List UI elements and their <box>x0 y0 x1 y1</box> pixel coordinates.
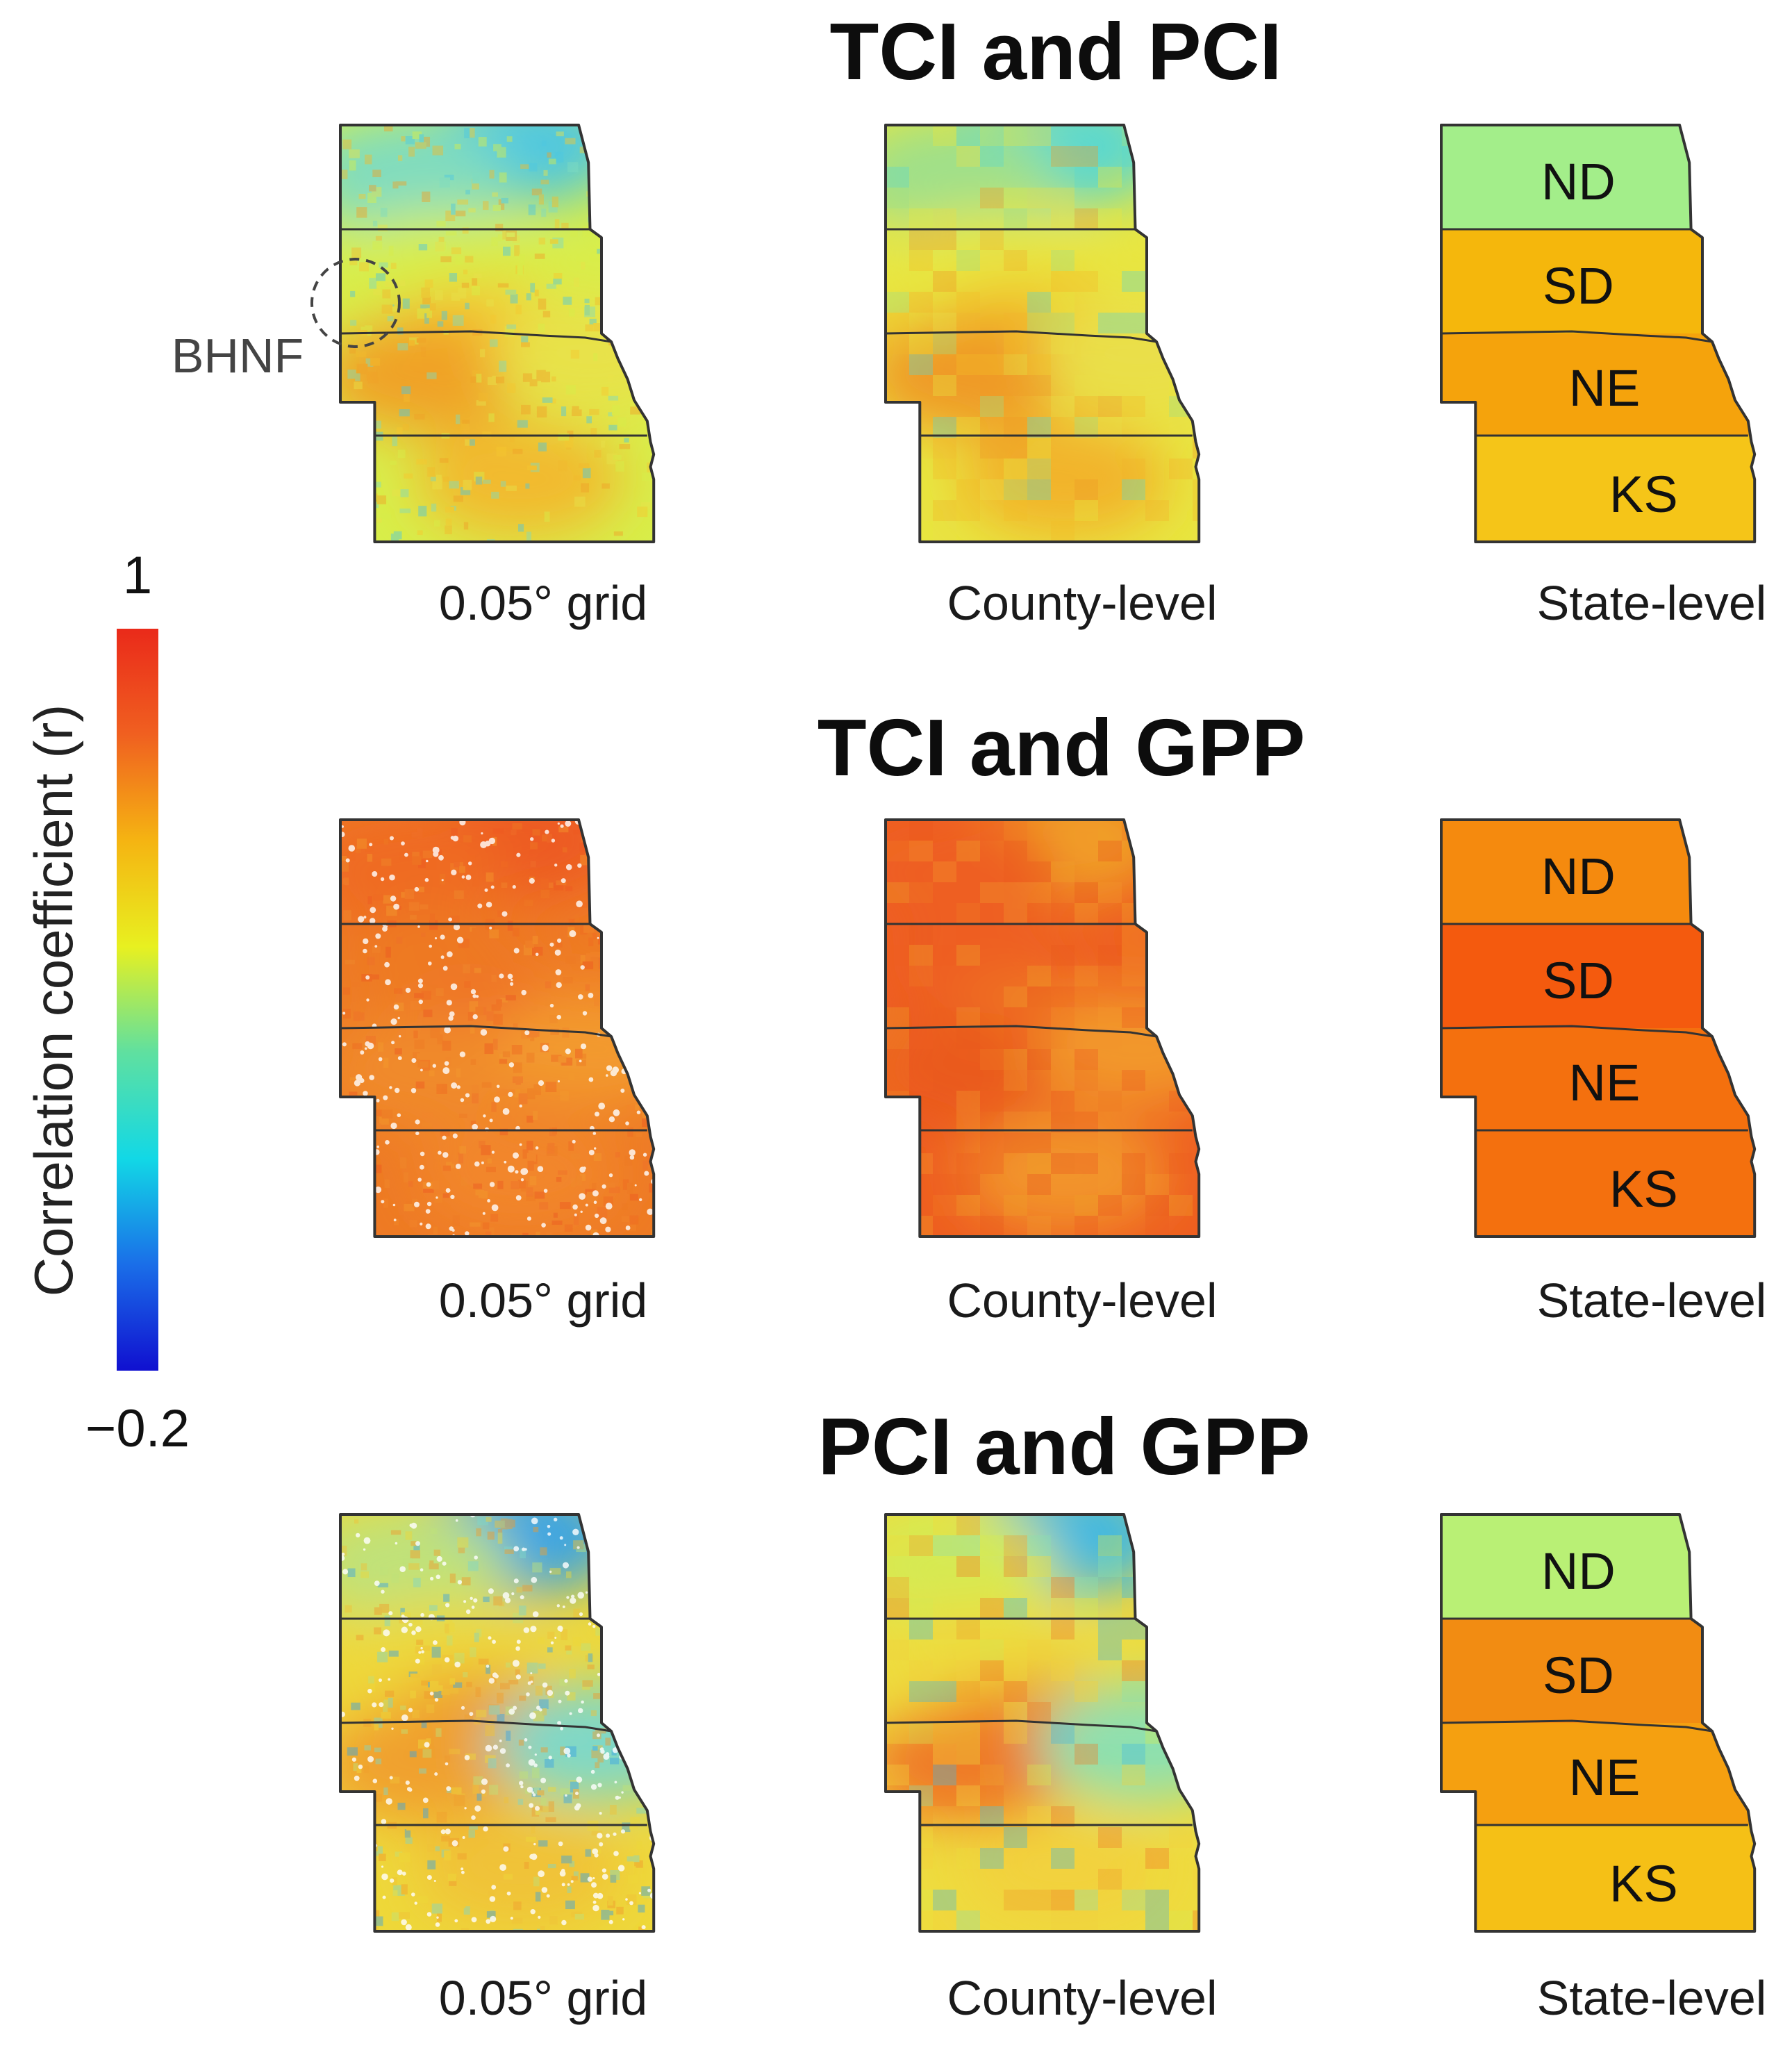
panel-caption-county: County-level <box>947 576 1217 630</box>
state-label-nd: ND <box>1541 153 1616 210</box>
state-border <box>1441 1025 1713 1038</box>
state-label-ks: KS <box>1609 1160 1678 1218</box>
map-panel-county: County-level <box>884 818 1218 1328</box>
state-border <box>340 330 612 343</box>
panel-caption-state: State-level <box>1537 1971 1767 2025</box>
region-outline <box>339 1513 656 1933</box>
state-border <box>340 1025 612 1038</box>
state-label-ne: NE <box>1569 359 1641 417</box>
state-label-sd: SD <box>1543 952 1614 1009</box>
row-title-tci-gpp: TCI and GPP <box>818 702 1306 793</box>
map-fill <box>340 125 654 542</box>
colorbar-min-label: −0.2 <box>85 1399 190 1458</box>
map-fill <box>886 1514 1200 1931</box>
colorbar-max-label: 1 <box>123 546 152 605</box>
state-region-ks <box>1441 1130 1755 1237</box>
map-panel-state: ND SD NE KS State-level <box>1440 1513 1767 2025</box>
region-outline <box>339 124 656 543</box>
region-outline <box>1440 124 1757 543</box>
state-border <box>1441 1719 1713 1733</box>
state-region-ne <box>1441 1028 1755 1131</box>
state-border <box>885 1025 1157 1038</box>
map-panels: 0.05° grid County-level ND SD NE KS State-leve… <box>339 124 1767 2025</box>
map-panel-county: County-level <box>884 1513 1218 2025</box>
region-outline <box>1440 818 1757 1238</box>
map-fill <box>886 820 1200 1237</box>
state-label-sd: SD <box>1543 1646 1614 1704</box>
colorbar-title: Correlation coefficient (r) <box>23 704 84 1297</box>
panel-caption-grid: 0.05° grid <box>439 1273 647 1328</box>
state-region-ne <box>1441 333 1755 436</box>
state-border <box>885 330 1157 343</box>
map-fill <box>1441 820 1755 1237</box>
map-panel-county: County-level <box>884 124 1218 630</box>
row-title-pci-gpp: PCI and GPP <box>818 1401 1310 1492</box>
map-panel-state: ND SD NE KS State-level <box>1440 818 1767 1328</box>
region-outline <box>884 818 1201 1238</box>
state-label-sd: SD <box>1543 257 1614 315</box>
state-label-ne: NE <box>1569 1054 1641 1112</box>
state-border <box>340 1719 612 1733</box>
state-region-ne <box>1441 1723 1755 1826</box>
panel-caption-county: County-level <box>947 1273 1217 1328</box>
state-label-ks: KS <box>1609 1855 1678 1913</box>
state-label-ne: NE <box>1569 1749 1641 1806</box>
state-label-nd: ND <box>1541 1542 1616 1600</box>
map-fill <box>886 125 1200 542</box>
panel-caption-state: State-level <box>1537 576 1767 630</box>
bhnf-annotation: BHNF <box>172 258 401 383</box>
map-panel-grid: 0.05° grid <box>339 1513 656 2025</box>
region-outline <box>1440 1513 1757 1933</box>
map-panel-state: ND SD NE KS State-level <box>1440 124 1767 630</box>
map-fill <box>340 1514 654 1931</box>
state-border <box>885 1719 1157 1733</box>
state-region-ks <box>1441 1825 1755 1931</box>
region-outline <box>884 1513 1201 1933</box>
panel-caption-grid: 0.05° grid <box>439 1971 647 2025</box>
bhnf-circle <box>310 258 401 348</box>
state-border <box>1441 330 1713 343</box>
region-outline <box>884 124 1201 543</box>
state-label-nd: ND <box>1541 848 1616 905</box>
panel-caption-state: State-level <box>1537 1273 1767 1328</box>
state-region-ks <box>1441 436 1755 542</box>
state-label-ks: KS <box>1609 465 1678 523</box>
map-panel-grid: 0.05° grid <box>339 124 656 630</box>
map-panel-grid: 0.05° grid <box>339 818 656 1328</box>
colorbar-bar <box>117 629 158 1371</box>
colorbar: 1 −0.2 Correlation coefficient (r) <box>23 546 190 1458</box>
panel-caption-county: County-level <box>947 1971 1217 2025</box>
bhnf-label: BHNF <box>172 329 304 383</box>
row-title-tci-pci: TCI and PCI <box>830 6 1282 97</box>
map-fill <box>340 820 654 1237</box>
panel-caption-grid: 0.05° grid <box>439 576 647 630</box>
region-outline <box>339 818 656 1238</box>
